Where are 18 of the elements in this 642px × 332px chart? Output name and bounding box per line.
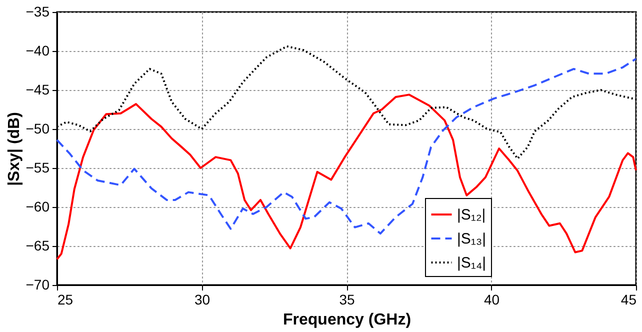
legend-label: |S₁₂| bbox=[457, 206, 486, 224]
y-tick-label: −70 bbox=[26, 276, 50, 292]
y-tick-label: −35 bbox=[26, 4, 50, 20]
y-tick-label: −60 bbox=[26, 198, 50, 214]
y-tick-label: −40 bbox=[26, 42, 50, 58]
y-axis-title: |Sxy| (dB) bbox=[6, 112, 23, 186]
x-tick-label: 40 bbox=[484, 292, 500, 308]
legend-label: |S₁₃| bbox=[457, 230, 486, 248]
x-axis-title: Frequency (GHz) bbox=[282, 312, 412, 328]
legend-label: |S₁₄| bbox=[457, 254, 486, 272]
y-tick-label: −45 bbox=[26, 82, 50, 98]
y-tick-label: −50 bbox=[26, 120, 50, 136]
x-tick-label: 35 bbox=[339, 292, 355, 308]
x-tick-label: 45 bbox=[620, 292, 637, 308]
y-tick-label: −65 bbox=[26, 238, 50, 254]
x-tick-label: 25 bbox=[58, 292, 74, 308]
x-tick-label: 30 bbox=[194, 292, 210, 308]
y-tick-label: −55 bbox=[26, 160, 50, 176]
